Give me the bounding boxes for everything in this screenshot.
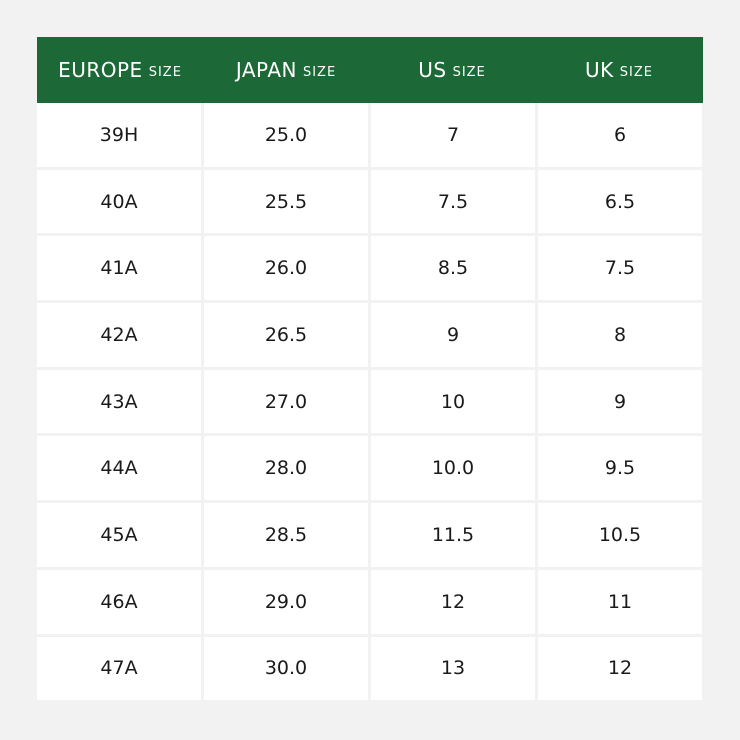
- cell-europe: 42A: [37, 303, 201, 367]
- cell-uk: 6: [538, 103, 702, 167]
- header-europe-label: EUROPE: [58, 58, 143, 82]
- header-uk-sublabel: SIZE: [619, 64, 653, 80]
- cell-us: 13: [371, 636, 535, 701]
- cell-europe: 45A: [37, 503, 201, 567]
- cell-europe: 44A: [37, 436, 201, 501]
- header-japan: JAPAN SIZE: [203, 37, 369, 103]
- cell-europe: 43A: [37, 369, 201, 434]
- cell-uk: 9: [538, 369, 702, 434]
- cell-uk: 10.5: [538, 503, 702, 567]
- cell-japan: 30.0: [204, 636, 368, 701]
- table-body: 39H 25.0 7 6 40A 25.5 7.5 6.5 41A 26.0 8…: [37, 103, 703, 701]
- cell-europe: 40A: [37, 169, 201, 234]
- cell-europe: 39H: [37, 103, 201, 167]
- cell-us: 12: [371, 569, 535, 634]
- cell-us: 9: [371, 303, 535, 367]
- cell-uk: 6.5: [538, 169, 702, 234]
- header-uk: UK SIZE: [535, 37, 703, 103]
- header-us-sublabel: SIZE: [452, 64, 486, 80]
- header-europe-sublabel: SIZE: [148, 64, 182, 80]
- cell-japan: 26.0: [204, 236, 368, 301]
- cell-uk: 7.5: [538, 236, 702, 301]
- header-uk-label: UK: [585, 58, 614, 82]
- cell-uk: 12: [538, 636, 702, 701]
- header-us: US SIZE: [369, 37, 535, 103]
- header-europe: EUROPE SIZE: [37, 37, 203, 103]
- cell-us: 7: [371, 103, 535, 167]
- cell-japan: 29.0: [204, 569, 368, 634]
- cell-uk: 9.5: [538, 436, 702, 501]
- header-us-label: US: [418, 58, 447, 82]
- cell-japan: 28.5: [204, 503, 368, 567]
- cell-us: 10.0: [371, 436, 535, 501]
- cell-europe: 41A: [37, 236, 201, 301]
- header-japan-sublabel: SIZE: [302, 64, 337, 80]
- size-chart-table: EUROPE SIZE JAPAN SIZE US SIZE UK SIZE 3…: [37, 37, 703, 701]
- cell-uk: 11: [538, 569, 702, 634]
- cell-japan: 25.0: [204, 103, 368, 167]
- cell-japan: 26.5: [204, 303, 368, 367]
- cell-us: 11.5: [371, 503, 535, 567]
- cell-us: 10: [371, 369, 535, 434]
- cell-europe: 46A: [37, 569, 201, 634]
- cell-japan: 27.0: [204, 369, 368, 434]
- cell-us: 7.5: [371, 169, 535, 234]
- header-japan-label: JAPAN: [235, 58, 297, 82]
- cell-japan: 25.5: [204, 169, 368, 234]
- table-header: EUROPE SIZE JAPAN SIZE US SIZE UK SIZE: [37, 37, 703, 103]
- cell-us: 8.5: [371, 236, 535, 301]
- cell-europe: 47A: [37, 636, 201, 701]
- cell-uk: 8: [538, 303, 702, 367]
- cell-japan: 28.0: [204, 436, 368, 501]
